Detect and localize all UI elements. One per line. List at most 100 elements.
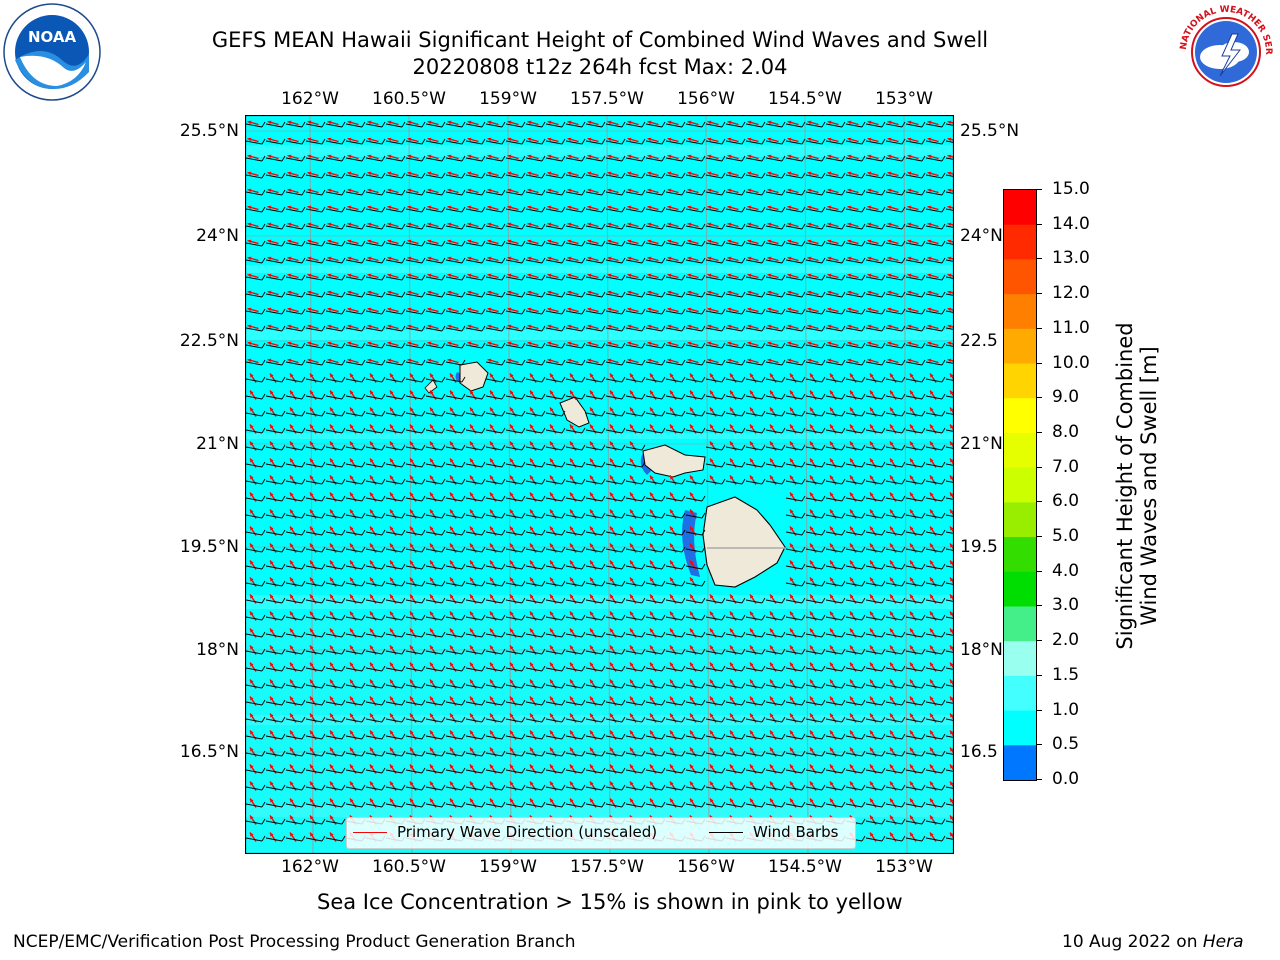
wind-barb [285,342,306,349]
wind-barb [445,138,466,145]
wind-barb [405,240,426,247]
wave-direction-arrow [467,324,479,330]
wind-barb [605,138,626,145]
wave-direction-arrow [487,188,499,194]
wave-direction-arrow [767,324,779,330]
wind-barb [745,138,766,145]
colorbar-segment [1004,259,1036,295]
wind-barb [945,191,954,194]
wave-direction-arrow [267,341,279,347]
wind-barb [765,121,786,128]
wind-barb [785,189,806,196]
wind-barb [745,291,766,298]
wind-barb [385,189,406,196]
wind-barb [345,274,366,281]
wave-direction-arrow [347,341,359,347]
wave-direction-arrow [387,205,399,211]
meridian [606,115,611,854]
wind-barb [465,325,486,332]
wave-direction-arrow [367,273,379,279]
wind-barb [885,257,906,264]
left-lat-label: 19.5°N [179,537,239,557]
wind-barb [485,257,506,264]
wave-direction-arrow [807,154,819,160]
wind-barb [645,138,666,145]
wave-direction-arrow [887,137,899,143]
wind-barb [385,206,406,213]
wind-barb [425,291,446,298]
colorbar-tick-mark [1036,709,1042,711]
colorbar-segment [1004,398,1036,434]
left-lat-label: 18°N [196,640,239,660]
wave-direction-arrow [927,222,939,228]
colorbar-tick-mark [1036,327,1042,329]
wave-direction-arrow [467,239,479,245]
wind-barb [525,223,546,230]
wind-barb [705,257,726,264]
meridian [705,115,710,854]
wave-direction-arrow [287,188,299,194]
wind-barb [885,206,906,213]
wind-barb [805,121,826,128]
wave-direction-arrow [667,205,679,211]
wind-barb [285,155,306,162]
wave-direction-arrow [927,256,939,262]
wind-barb [365,257,386,264]
wave-direction-arrow [247,171,259,177]
wave-direction-arrow [347,154,359,160]
wave-direction-arrow [467,154,479,160]
wave-direction-arrow [507,273,519,279]
wind-barb [365,342,386,349]
wave-direction-arrow [707,120,719,126]
wind-barb [645,240,666,247]
wind-barb [645,172,666,179]
wind-barb [245,308,266,315]
wave-direction-arrow [287,239,299,245]
wind-barb [805,257,826,264]
wind-barb [465,138,486,145]
wave-direction-arrow [467,290,479,296]
wind-barb [285,308,306,315]
wave-direction-arrow [687,137,699,143]
wave-direction-arrow [747,154,759,160]
wind-barb [765,257,786,264]
wind-barb [545,291,566,298]
wind-barb [245,172,266,179]
wind-barb [725,257,746,264]
wave-direction-arrow [907,324,919,330]
wind-barb [865,325,886,332]
wave-direction-arrow [767,188,779,194]
wave-direction-arrow [907,273,919,279]
wave-direction-arrow [247,205,259,211]
meridian [408,115,413,854]
wave-direction-arrow [367,256,379,262]
wave-direction-arrow [567,171,579,177]
wave-direction-arrow [907,290,919,296]
wave-direction-arrow [247,273,259,279]
wind-barb [285,274,306,281]
wave-direction-arrow [627,324,639,330]
right-lat-label: 16.5 [960,742,998,762]
wave-direction-arrow [787,324,799,330]
wind-barb [805,189,826,196]
wave-direction-arrow [707,154,719,160]
legend-wave-label: Primary Wave Direction (unscaled) [397,823,658,841]
colorbar-segment [1004,606,1036,642]
wind-barb [465,206,486,213]
wind-barb [765,240,786,247]
wind-barb [825,223,846,230]
wave-direction-arrow [927,137,939,143]
wave-direction-arrow [747,273,759,279]
legend-barb-label: Wind Barbs [753,823,839,841]
wind-barb [825,291,846,298]
wind-barb [605,121,626,128]
wave-direction-arrow [307,205,319,211]
wind-barb [745,189,766,196]
wave-direction-arrow [767,222,779,228]
wind-barb [845,206,866,213]
wind-barb [765,223,786,230]
wind-barb [445,155,466,162]
wind-barb [705,155,726,162]
wind-barb [305,138,326,145]
wind-barb [425,172,446,179]
